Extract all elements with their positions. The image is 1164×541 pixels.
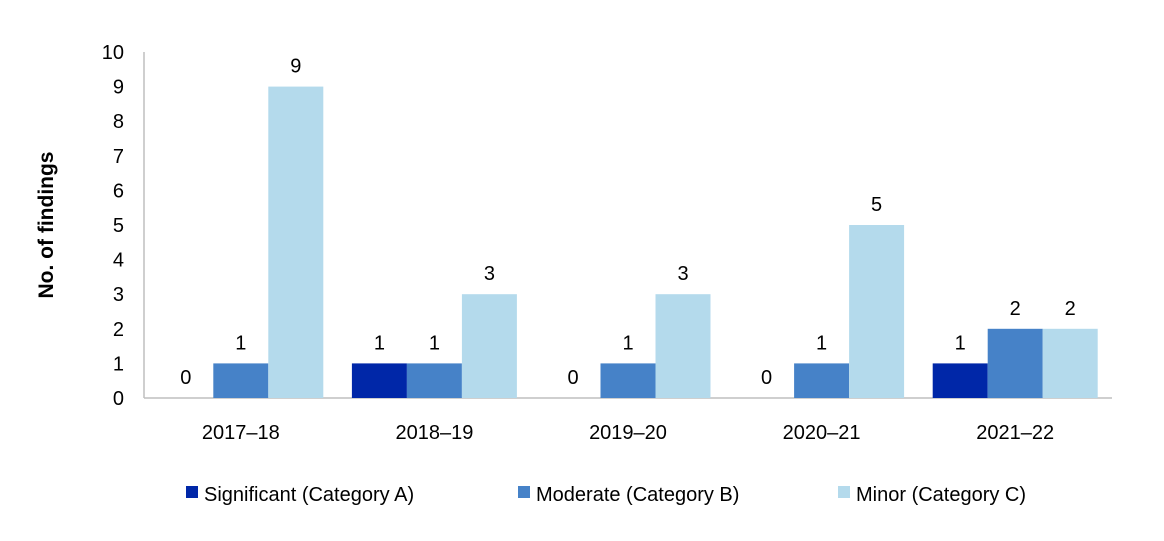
data-label: 1 bbox=[816, 332, 827, 354]
y-tick-label: 10 bbox=[102, 42, 124, 64]
bar bbox=[849, 225, 905, 398]
data-label: 5 bbox=[871, 194, 882, 216]
bar bbox=[213, 363, 269, 398]
bar bbox=[655, 294, 711, 398]
y-tick-label: 3 bbox=[113, 284, 124, 306]
data-label: 2 bbox=[1010, 298, 1021, 320]
bar bbox=[600, 363, 656, 398]
legend-swatch bbox=[186, 486, 198, 498]
y-tick-label: 5 bbox=[113, 215, 124, 237]
bar bbox=[351, 363, 407, 398]
bar bbox=[461, 294, 517, 398]
x-tick-label: 2019–20 bbox=[589, 422, 667, 444]
y-tick-label: 2 bbox=[113, 319, 124, 341]
data-label: 9 bbox=[290, 56, 301, 78]
y-tick-label: 4 bbox=[113, 250, 124, 272]
legend-label: Moderate (Category B) bbox=[536, 484, 739, 506]
data-label: 0 bbox=[567, 367, 578, 389]
y-tick-label: 6 bbox=[113, 180, 124, 202]
legend-swatch bbox=[838, 486, 850, 498]
x-tick-label: 2021–22 bbox=[976, 422, 1054, 444]
bar bbox=[1042, 328, 1098, 398]
x-tick-label: 2018–19 bbox=[395, 422, 473, 444]
data-label: 1 bbox=[429, 332, 440, 354]
y-tick-labels: 0 1 2 3 4 5 6 7 8 9 10 bbox=[102, 42, 124, 410]
x-tick-labels: 2017–18 2018–19 2019–20 2020–21 2021–22 bbox=[202, 422, 1054, 444]
legend-swatch bbox=[518, 486, 530, 498]
bars bbox=[213, 86, 1098, 398]
data-label: 1 bbox=[374, 332, 385, 354]
data-label: 0 bbox=[761, 367, 772, 389]
y-tick-label: 1 bbox=[113, 353, 124, 375]
y-tick-label: 7 bbox=[113, 146, 124, 168]
data-label: 1 bbox=[955, 332, 966, 354]
bar bbox=[932, 363, 988, 398]
legend: Significant (Category A) Moderate (Catego… bbox=[186, 484, 1026, 506]
y-tick-label: 0 bbox=[113, 388, 124, 410]
y-axis: 0 1 2 3 4 5 6 7 8 9 10 No. of findings bbox=[35, 42, 145, 410]
y-tick-label: 8 bbox=[113, 111, 124, 133]
data-label: 2 bbox=[1065, 298, 1076, 320]
legend-label: Significant (Category A) bbox=[204, 484, 414, 506]
data-labels: 0 1 9 1 1 3 0 1 3 0 1 5 1 2 2 bbox=[180, 56, 1076, 389]
data-label: 1 bbox=[622, 332, 633, 354]
bar bbox=[987, 328, 1043, 398]
data-label: 0 bbox=[180, 367, 191, 389]
x-tick-label: 2017–18 bbox=[202, 422, 280, 444]
data-label: 3 bbox=[484, 263, 495, 285]
bar bbox=[268, 86, 324, 398]
y-axis-title: No. of findings bbox=[35, 152, 58, 299]
x-tick-label: 2020–21 bbox=[783, 422, 861, 444]
bar bbox=[794, 363, 850, 398]
legend-label: Minor (Category C) bbox=[856, 484, 1026, 506]
data-label: 1 bbox=[235, 332, 246, 354]
data-label: 3 bbox=[677, 263, 688, 285]
y-tick-label: 9 bbox=[113, 77, 124, 99]
x-axis: 2017–18 2018–19 2019–20 2020–21 2021–22 bbox=[144, 397, 1112, 444]
bar bbox=[406, 363, 462, 398]
